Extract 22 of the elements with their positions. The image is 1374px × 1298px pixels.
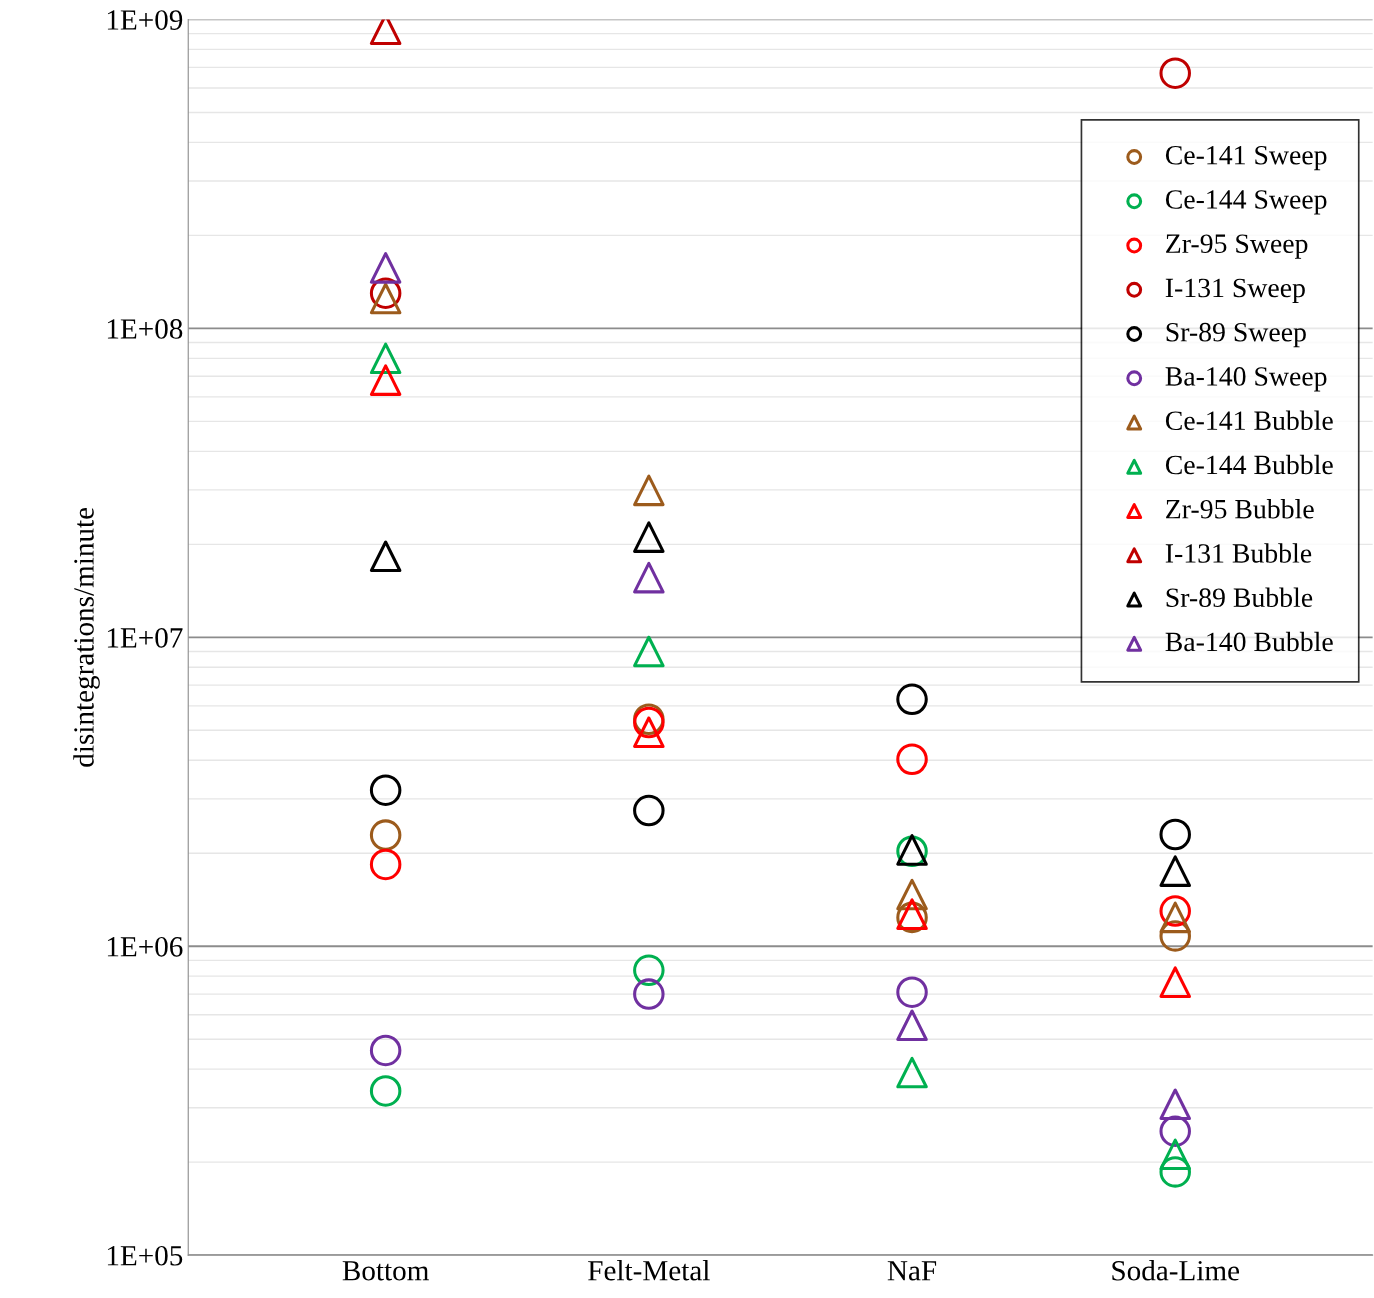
x-tick-label: NaF bbox=[887, 1261, 937, 1281]
legend-label: Sr-89 Bubble bbox=[1166, 587, 1313, 608]
legend-label: Ce-144 Sweep bbox=[1165, 190, 1327, 215]
y-axis-title: disintegrations/minute bbox=[73, 507, 100, 767]
y-tick-label: 1E+07 bbox=[107, 628, 183, 648]
legend-label: Zr-95 Bubble bbox=[1166, 499, 1314, 519]
legend-label: Ce-141 Sweep bbox=[1165, 145, 1327, 171]
y-tick-label: 1E+09 bbox=[107, 10, 183, 30]
legend-label: Ba-140 Bubble bbox=[1165, 631, 1333, 652]
y-tick-label: 1E+06 bbox=[107, 936, 183, 957]
legend-label: Sr-89 Sweep bbox=[1166, 322, 1306, 348]
x-tick-label: Bottom bbox=[342, 1261, 429, 1281]
legend-label: I-131 Sweep bbox=[1165, 278, 1305, 303]
legend-label: I-131 Bubble bbox=[1165, 543, 1312, 563]
legend-label: Ce-141 Bubble bbox=[1165, 410, 1333, 431]
legend-label: Zr-95 Sweep bbox=[1166, 234, 1308, 259]
legend-label: Ce-144 Bubble bbox=[1165, 454, 1333, 475]
y-tick-label: 1E+05 bbox=[107, 1245, 183, 1266]
x-tick-label: Soda-Lime bbox=[1112, 1260, 1240, 1281]
legend-label: Ba-140 Sweep bbox=[1165, 367, 1327, 392]
y-tick-label: 1E+08 bbox=[107, 319, 183, 339]
x-tick-label: Felt-Metal bbox=[588, 1260, 710, 1281]
